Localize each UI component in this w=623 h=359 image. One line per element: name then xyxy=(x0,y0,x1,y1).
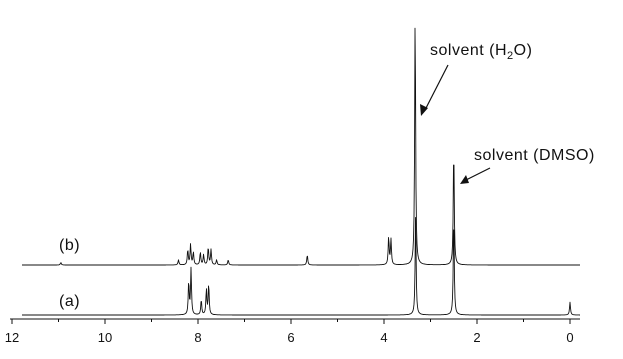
x-tick-label: 10 xyxy=(98,330,112,345)
x-tick-label: 0 xyxy=(566,330,573,345)
annotation-h2o-main: solvent (H xyxy=(430,42,507,59)
annotation-h2o-sub: 2 xyxy=(507,50,514,62)
spectrum-trace-a xyxy=(22,217,580,316)
x-tick-label: 8 xyxy=(194,330,201,345)
spectrum-trace-b xyxy=(22,27,580,266)
x-axis-ticks: 12 10 8 6 4 2 0 xyxy=(5,319,574,345)
series-labels: (b) (a) xyxy=(59,237,80,310)
annotation-dmso-arrow-line xyxy=(465,167,491,181)
spectrum-traces xyxy=(22,27,580,316)
x-axis: 12 10 8 6 4 2 0 xyxy=(5,318,580,345)
annotation-h2o-arrow-line xyxy=(424,64,449,111)
x-tick-label: 4 xyxy=(380,330,387,345)
annotation-solvent-dmso: solvent (DMSO) xyxy=(460,147,595,184)
annotation-solvent-dmso-text: solvent (DMSO) xyxy=(474,147,595,164)
annotation-solvent-h2o-text: solvent (H2O) xyxy=(430,42,532,62)
series-label-b: (b) xyxy=(59,237,80,254)
annotation-h2o-arrow-head xyxy=(420,104,428,116)
annotation-h2o-end: O) xyxy=(514,42,533,59)
x-tick-label: 6 xyxy=(287,330,294,345)
annotation-dmso-arrow-head xyxy=(460,175,469,184)
series-label-a: (a) xyxy=(59,293,80,310)
x-tick-label: 12 xyxy=(5,330,19,345)
x-tick-label: 2 xyxy=(473,330,480,345)
annotation-solvent-h2o: solvent (H2O) xyxy=(420,42,532,116)
